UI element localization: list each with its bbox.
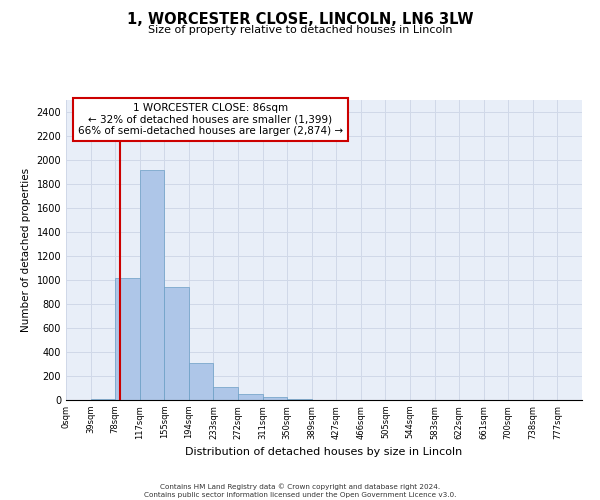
Bar — [115, 278, 140, 400]
Text: Contains HM Land Registry data © Crown copyright and database right 2024.
Contai: Contains HM Land Registry data © Crown c… — [144, 484, 456, 498]
X-axis label: Distribution of detached houses by size in Lincoln: Distribution of detached houses by size … — [185, 447, 463, 457]
Bar — [140, 170, 164, 400]
Bar — [238, 394, 263, 400]
Text: 1 WORCESTER CLOSE: 86sqm
← 32% of detached houses are smaller (1,399)
66% of sem: 1 WORCESTER CLOSE: 86sqm ← 32% of detach… — [78, 103, 343, 136]
Bar — [263, 397, 287, 400]
Bar — [214, 388, 238, 400]
Text: 1, WORCESTER CLOSE, LINCOLN, LN6 3LW: 1, WORCESTER CLOSE, LINCOLN, LN6 3LW — [127, 12, 473, 28]
Bar — [189, 363, 214, 400]
Bar — [164, 287, 189, 400]
Text: Size of property relative to detached houses in Lincoln: Size of property relative to detached ho… — [148, 25, 452, 35]
Y-axis label: Number of detached properties: Number of detached properties — [21, 168, 31, 332]
